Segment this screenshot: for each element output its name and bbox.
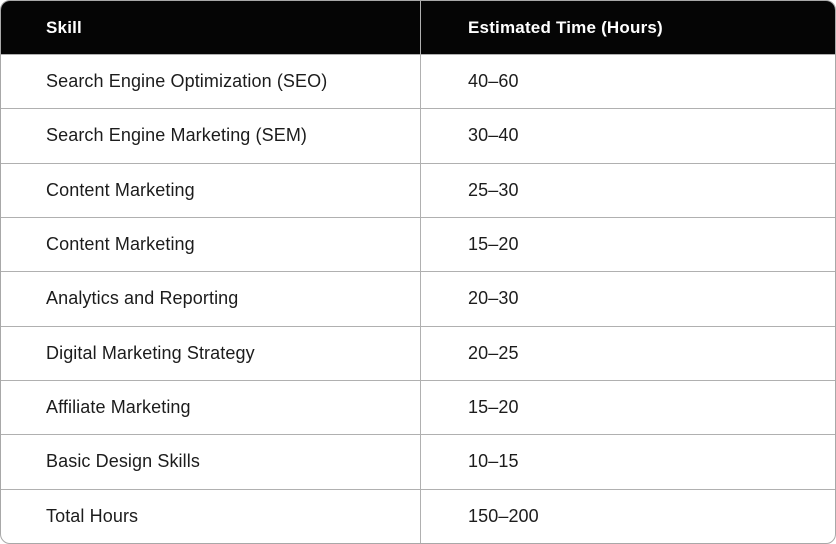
time-cell: 150–200	[468, 505, 539, 526]
table-row: Analytics and Reporting 20–30	[1, 271, 835, 326]
skill-cell: Total Hours	[1, 489, 421, 543]
table-row: Basic Design Skills 10–15	[1, 434, 835, 489]
table-row: Affiliate Marketing 15–20	[1, 379, 835, 435]
table-row: Total Hours 150–200	[1, 488, 835, 543]
column-header-skill: Skill	[1, 1, 421, 54]
time-cell: 20–25	[468, 342, 519, 363]
skill-cell: Basic Design Skills	[1, 435, 421, 489]
skill-cell: Search Engine Optimization (SEO)	[1, 55, 421, 109]
table-row: Content Marketing 15–20	[1, 216, 835, 272]
skill-cell: Affiliate Marketing	[1, 380, 421, 435]
time-cell: 15–20	[468, 234, 519, 255]
skill-cell: Content Marketing	[1, 217, 421, 272]
time-cell: 25–30	[468, 179, 519, 200]
time-cell: 30–40	[468, 125, 519, 146]
time-cell: 10–15	[468, 451, 519, 472]
table-row: Content Marketing 25–30	[1, 162, 835, 217]
skill-cell: Search Engine Marketing (SEM)	[1, 109, 421, 163]
table-row: Digital Marketing Strategy 20–25	[1, 325, 835, 380]
skill-cell: Analytics and Reporting	[1, 272, 421, 326]
time-cell: 20–30	[468, 288, 519, 309]
table-header-row: Skill Estimated Time (Hours)	[1, 1, 835, 54]
time-cell: 15–20	[468, 397, 519, 418]
table-row: Search Engine Marketing (SEM) 30–40	[1, 108, 835, 163]
skill-cell: Digital Marketing Strategy	[1, 326, 421, 380]
table-row: Search Engine Optimization (SEO) 40–60	[1, 54, 835, 109]
time-cell: 40–60	[468, 71, 519, 92]
column-header-estimated-time: Estimated Time (Hours)	[468, 17, 663, 37]
skill-cell: Content Marketing	[1, 163, 421, 217]
